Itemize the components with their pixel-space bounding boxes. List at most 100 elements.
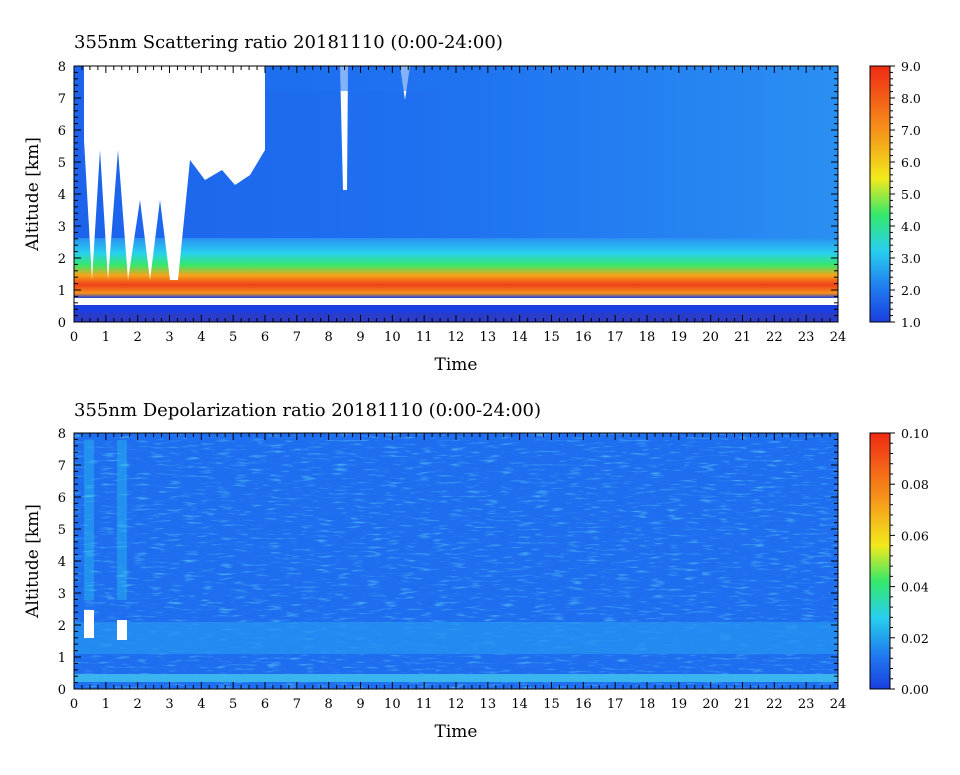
y-tick-label: 5 bbox=[58, 156, 66, 171]
scattering-ratio-panel: 355nm Scattering ratio 20181110 (0:00-24… bbox=[23, 32, 921, 375]
y-tick-label: 6 bbox=[58, 124, 66, 139]
x-tick-label: 5 bbox=[229, 330, 237, 345]
x-tick-label: 7 bbox=[293, 697, 301, 712]
x-tick-label: 14 bbox=[511, 330, 528, 345]
no-data-region bbox=[340, 66, 348, 190]
y-axis-label: Altitude [km] bbox=[23, 504, 43, 619]
colorbar-tick-label: 7.0 bbox=[901, 123, 921, 138]
x-tick-label: 6 bbox=[261, 697, 269, 712]
y-tick-label: 5 bbox=[58, 523, 66, 538]
x-tick-label: 7 bbox=[293, 330, 301, 345]
colorbar-tick-label: 6.0 bbox=[901, 155, 921, 170]
heatmap-cell bbox=[117, 440, 127, 600]
x-tick-label: 2 bbox=[134, 330, 142, 345]
y-tick-label: 6 bbox=[58, 491, 66, 506]
cloud-gap bbox=[84, 610, 94, 638]
colorbar-tick-label: 0.08 bbox=[901, 477, 929, 492]
y-tick-label: 1 bbox=[58, 651, 66, 666]
x-tick-label: 19 bbox=[671, 330, 688, 345]
colorbar-tick-label: 9.0 bbox=[901, 59, 921, 74]
x-tick-label: 4 bbox=[197, 697, 205, 712]
colorbar-gradient bbox=[869, 432, 891, 690]
x-tick-label: 3 bbox=[165, 330, 173, 345]
y-tick-label: 0 bbox=[58, 316, 66, 331]
x-tick-label: 2 bbox=[134, 697, 142, 712]
x-tick-label: 13 bbox=[480, 697, 497, 712]
colorbar-tick-label: 0.00 bbox=[901, 682, 929, 697]
heatmap-plot-area bbox=[74, 433, 838, 689]
x-tick-label: 21 bbox=[734, 697, 751, 712]
depolarization-ratio-panel: 355nm Depolarization ratio 20181110 (0:0… bbox=[23, 400, 929, 742]
y-tick-label: 8 bbox=[58, 60, 66, 75]
x-tick-label: 9 bbox=[356, 330, 364, 345]
x-tick-label: 24 bbox=[830, 330, 847, 345]
colorbar-tick-label: 5.0 bbox=[901, 187, 921, 202]
heatmap-cell bbox=[84, 440, 94, 600]
x-tick-label: 1 bbox=[102, 330, 110, 345]
colorbar-tick-label: 1.0 bbox=[901, 315, 921, 330]
colorbar-tick-label: 0.10 bbox=[901, 426, 929, 441]
x-tick-label: 12 bbox=[448, 330, 465, 345]
x-tick-label: 17 bbox=[607, 330, 624, 345]
x-tick-label: 20 bbox=[702, 330, 719, 345]
x-tick-label: 9 bbox=[356, 697, 364, 712]
colorbar-tick-label: 8.0 bbox=[901, 91, 921, 106]
near-surface-band bbox=[74, 674, 838, 682]
x-tick-label: 3 bbox=[165, 697, 173, 712]
x-tick-label: 23 bbox=[798, 330, 815, 345]
x-tick-label: 13 bbox=[480, 330, 497, 345]
colorbar-ticks: 0.00 0.02 0.04 0.06 0.08 0.10 bbox=[890, 426, 929, 697]
y-tick-label: 7 bbox=[58, 459, 66, 474]
colorbar-tick-label: 0.02 bbox=[901, 631, 929, 646]
x-tick-label: 22 bbox=[766, 330, 783, 345]
x-tick-label: 4 bbox=[197, 330, 205, 345]
heatmap-cell bbox=[265, 66, 445, 91]
y-tick-label: 8 bbox=[58, 427, 66, 442]
x-tick-label: 0 bbox=[70, 697, 78, 712]
colorbar-tick-label: 4.0 bbox=[901, 219, 921, 234]
colorbar: 1.0 2.0 3.0 4.0 5.0 6.0 7.0 8.0 9.0 bbox=[869, 59, 921, 330]
x-tick-label: 18 bbox=[639, 330, 656, 345]
heatmap-plot-area bbox=[74, 66, 838, 322]
x-tick-label: 24 bbox=[830, 697, 847, 712]
y-axis-label: Altitude [km] bbox=[23, 137, 43, 252]
x-tick-label: 20 bbox=[702, 697, 719, 712]
x-axis: 0 1 2 3 4 5 6 7 8 9 10 11 12 13 14 15 16 17 18 19 20 21 22 23 24 bbox=[70, 433, 846, 712]
colorbar-ticks: 1.0 2.0 3.0 4.0 5.0 6.0 7.0 8.0 9.0 bbox=[890, 59, 921, 330]
x-tick-label: 1 bbox=[102, 697, 110, 712]
x-tick-label: 23 bbox=[798, 697, 815, 712]
colorbar-tick-label: 0.06 bbox=[901, 528, 929, 543]
colorbar-tick-label: 0.04 bbox=[901, 580, 929, 595]
y-tick-label: 1 bbox=[58, 284, 66, 299]
y-tick-label: 3 bbox=[58, 587, 66, 602]
y-tick-label: 7 bbox=[58, 92, 66, 107]
x-tick-label: 17 bbox=[607, 697, 624, 712]
x-tick-label: 8 bbox=[325, 697, 333, 712]
x-tick-label: 10 bbox=[384, 697, 401, 712]
x-tick-label: 16 bbox=[575, 330, 592, 345]
y-tick-label: 0 bbox=[58, 683, 66, 698]
x-tick-label: 11 bbox=[416, 330, 433, 345]
panel-title: 355nm Scattering ratio 20181110 (0:00-24… bbox=[74, 32, 503, 53]
x-tick-label: 15 bbox=[543, 697, 560, 712]
elevated-layer bbox=[74, 622, 838, 654]
x-axis: 0 1 2 3 4 5 6 7 8 9 10 11 12 13 14 15 16 17 18 19 20 21 22 23 24 bbox=[70, 66, 846, 345]
colorbar-gradient bbox=[869, 65, 891, 323]
x-tick-label: 14 bbox=[511, 697, 528, 712]
x-tick-label: 8 bbox=[325, 330, 333, 345]
x-tick-label: 19 bbox=[671, 697, 688, 712]
y-tick-label: 2 bbox=[58, 252, 66, 267]
y-tick-label: 3 bbox=[58, 220, 66, 235]
x-tick-label: 18 bbox=[639, 697, 656, 712]
y-tick-label: 2 bbox=[58, 619, 66, 634]
x-tick-label: 22 bbox=[766, 697, 783, 712]
colorbar-tick-label: 3.0 bbox=[901, 251, 921, 266]
x-tick-label: 15 bbox=[543, 330, 560, 345]
x-tick-label: 21 bbox=[734, 330, 751, 345]
x-tick-label: 5 bbox=[229, 697, 237, 712]
y-tick-label: 4 bbox=[58, 188, 66, 203]
colorbar-tick-label: 2.0 bbox=[901, 283, 921, 298]
y-axis: 0 1 2 3 4 5 6 7 8 bbox=[58, 60, 838, 331]
no-data-region bbox=[84, 66, 265, 280]
surface-band bbox=[74, 305, 838, 313]
